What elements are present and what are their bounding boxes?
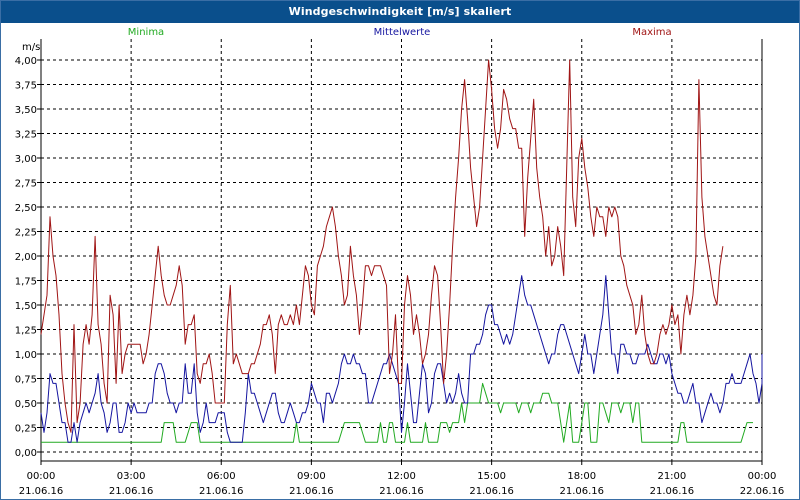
y-tick-label: 0,75 — [15, 375, 37, 386]
x-tick-time: 03:00 — [117, 471, 146, 482]
series-lines — [40, 59, 763, 443]
y-tick-label: 1,00 — [15, 350, 37, 361]
x-tick-time: 15:00 — [477, 471, 506, 482]
x-tick-time: 06:00 — [207, 471, 236, 482]
y-tick-label: 2,00 — [15, 252, 37, 263]
series-maxima-line — [40, 59, 724, 433]
axes — [37, 39, 763, 465]
x-tick-date: 22.06.16 — [740, 486, 785, 497]
x-tick-date: 21.06.16 — [469, 486, 514, 497]
y-axis-label: m/s — [22, 42, 40, 53]
y-tick-label: 3,25 — [15, 130, 37, 141]
x-tick-date: 21.06.16 — [199, 486, 244, 497]
y-tick-label: 4,00 — [15, 56, 37, 67]
x-tick-date: 21.06.16 — [650, 486, 695, 497]
series-minima-line — [41, 382, 753, 443]
y-tick-label: 0,50 — [15, 399, 37, 410]
x-tick-time: 12:00 — [387, 471, 416, 482]
x-tick-time: 00:00 — [748, 471, 777, 482]
x-tick-date: 21.06.16 — [289, 486, 334, 497]
y-tick-label: 0,00 — [15, 448, 37, 459]
x-tick-labels: 00:00 21.06.16 03:00 21.06.16 06:00 21.06.16 0… — [19, 471, 785, 497]
x-tick-date: 21.06.16 — [109, 486, 154, 497]
legend-mittelwerte: Mittelwerte — [374, 27, 431, 38]
y-tick-label: 1,50 — [15, 301, 37, 312]
x-tick-date: 21.06.16 — [559, 486, 604, 497]
x-tick-time: 18:00 — [567, 471, 596, 482]
y-tick-label: 1,75 — [15, 277, 37, 288]
y-tick-labels: 0,00 0,25 0,50 0,75 1,00 1,25 1,50 1,75 2,00 2,25… — [15, 56, 37, 459]
series-mittelwerte-line — [40, 275, 763, 443]
y-tick-label: 3,00 — [15, 154, 37, 165]
y-tick-label: 1,25 — [15, 326, 37, 337]
y-tick-label: 2,50 — [15, 203, 37, 214]
window-title: Windgeschwindigkeit [m/s] skaliert — [1, 1, 799, 23]
x-tick-date: 21.06.16 — [379, 486, 424, 497]
y-tick-label: 0,25 — [15, 424, 37, 435]
y-tick-label: 3,75 — [15, 81, 37, 92]
legend-minima: Minima — [128, 27, 164, 38]
x-tick-time: 00:00 — [27, 471, 56, 482]
x-tick-time: 09:00 — [297, 471, 326, 482]
y-tick-label: 3,50 — [15, 105, 37, 116]
legend: Minima Mittelwerte Maxima — [128, 27, 672, 38]
x-tick-date: 21.06.16 — [19, 486, 64, 497]
y-tick-label: 2,25 — [15, 228, 37, 239]
x-tick-time: 21:00 — [657, 471, 686, 482]
legend-maxima: Maxima — [632, 27, 671, 38]
y-tick-label: 2,75 — [15, 179, 37, 190]
grid-lines — [41, 39, 762, 461]
